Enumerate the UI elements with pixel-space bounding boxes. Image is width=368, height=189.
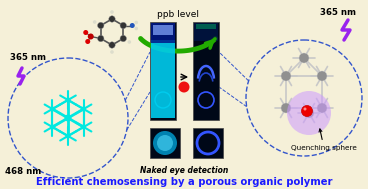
Text: Naked eye detection: Naked eye detection <box>140 166 228 175</box>
Circle shape <box>120 35 127 42</box>
Circle shape <box>110 10 114 14</box>
FancyBboxPatch shape <box>193 22 219 120</box>
Circle shape <box>93 20 96 24</box>
FancyBboxPatch shape <box>150 128 180 158</box>
Circle shape <box>98 35 104 42</box>
Circle shape <box>81 106 86 112</box>
Circle shape <box>153 131 177 155</box>
Circle shape <box>299 53 309 63</box>
Text: 365 nm: 365 nm <box>10 53 46 62</box>
Circle shape <box>50 106 55 112</box>
Circle shape <box>50 125 55 129</box>
Circle shape <box>304 108 314 118</box>
Text: Quenching sphere: Quenching sphere <box>291 129 357 151</box>
Circle shape <box>81 125 86 129</box>
Circle shape <box>134 27 138 30</box>
Circle shape <box>130 23 135 28</box>
Circle shape <box>109 42 115 48</box>
Circle shape <box>85 39 90 44</box>
FancyBboxPatch shape <box>196 24 216 29</box>
Circle shape <box>301 105 312 116</box>
FancyBboxPatch shape <box>150 22 176 120</box>
Circle shape <box>287 91 331 135</box>
Circle shape <box>98 22 104 29</box>
Circle shape <box>281 71 291 81</box>
Circle shape <box>64 115 71 122</box>
Circle shape <box>120 22 127 29</box>
FancyBboxPatch shape <box>153 25 173 35</box>
Circle shape <box>281 103 291 113</box>
Circle shape <box>128 40 131 44</box>
FancyBboxPatch shape <box>193 128 223 158</box>
Circle shape <box>317 103 327 113</box>
Circle shape <box>88 33 94 40</box>
Circle shape <box>304 108 307 111</box>
Circle shape <box>157 135 173 151</box>
Text: 365 nm: 365 nm <box>320 8 356 17</box>
Circle shape <box>317 71 327 81</box>
Circle shape <box>110 50 114 54</box>
FancyBboxPatch shape <box>151 40 175 118</box>
Circle shape <box>66 133 71 139</box>
FancyBboxPatch shape <box>151 23 175 43</box>
Circle shape <box>178 81 190 92</box>
Circle shape <box>134 21 138 24</box>
FancyBboxPatch shape <box>194 23 218 41</box>
Text: Efficient chemosensing by a porous organic polymer: Efficient chemosensing by a porous organ… <box>36 177 332 187</box>
Text: ppb level: ppb level <box>157 10 199 19</box>
Text: 468 nm: 468 nm <box>5 167 41 176</box>
Circle shape <box>109 16 115 22</box>
Circle shape <box>66 98 71 102</box>
Circle shape <box>83 30 88 35</box>
